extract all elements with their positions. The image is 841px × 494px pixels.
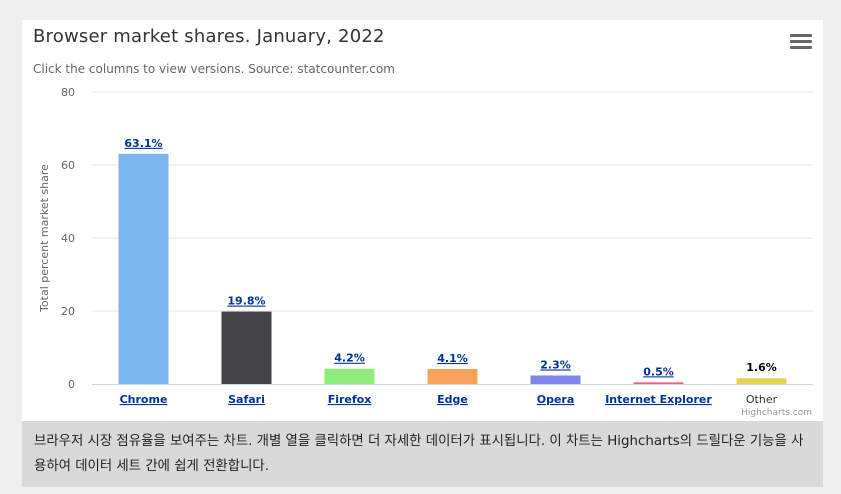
- hamburger-menu-icon[interactable]: [790, 34, 812, 52]
- y-tick-label: 80: [61, 86, 75, 99]
- bar-chart: 0 20 40 60 80 Total percent market share 63.1%…: [38, 86, 813, 418]
- menu-bar: [790, 34, 812, 37]
- bar-internet-explorer[interactable]: [633, 382, 684, 384]
- y-tick-label: 60: [61, 159, 75, 172]
- data-label[interactable]: 4.1%: [437, 352, 468, 365]
- x-tick-label[interactable]: Internet Explorer: [605, 393, 712, 406]
- bar-chrome[interactable]: [118, 153, 169, 384]
- data-label[interactable]: 19.8%: [227, 295, 265, 308]
- credits-link[interactable]: Highcharts.com: [741, 408, 812, 418]
- bar-other: [736, 378, 787, 384]
- menu-bar: [790, 46, 812, 49]
- data-label: 1.6%: [746, 361, 777, 374]
- chart-subtitle: Click the columns to view versions. Sour…: [33, 62, 395, 76]
- chart-title: Browser market shares. January, 2022: [33, 26, 385, 47]
- y-axis-title: Total percent market share: [38, 164, 51, 313]
- x-tick-label[interactable]: Safari: [228, 393, 265, 406]
- data-label[interactable]: 2.3%: [540, 358, 571, 371]
- data-label[interactable]: 63.1%: [124, 137, 162, 150]
- y-tick-label: 20: [61, 305, 75, 318]
- data-label[interactable]: 4.2%: [334, 352, 365, 365]
- bar-safari[interactable]: [221, 311, 272, 384]
- bar-opera[interactable]: [530, 375, 581, 384]
- y-tick-label: 0: [68, 378, 75, 391]
- bar-edge[interactable]: [427, 368, 478, 384]
- menu-bar: [790, 40, 812, 43]
- y-tick-label: 40: [61, 232, 75, 245]
- chart-caption: 브라우저 시장 점유율을 보여주는 차트. 개별 열을 클릭하면 더 자세한 데…: [22, 421, 823, 487]
- x-tick-label[interactable]: Edge: [437, 393, 468, 406]
- x-tick-label[interactable]: Firefox: [328, 393, 372, 406]
- caption-text: 브라우저 시장 점유율을 보여주는 차트. 개별 열을 클릭하면 더 자세한 데…: [34, 434, 804, 474]
- x-tick-label[interactable]: Chrome: [120, 393, 168, 406]
- chart-container: Browser market shares. January, 2022 Cli…: [22, 20, 823, 421]
- bar-firefox[interactable]: [324, 368, 375, 384]
- data-label[interactable]: 0.5%: [643, 365, 674, 378]
- x-tick-label: Other: [746, 393, 778, 406]
- x-tick-label[interactable]: Opera: [537, 393, 575, 406]
